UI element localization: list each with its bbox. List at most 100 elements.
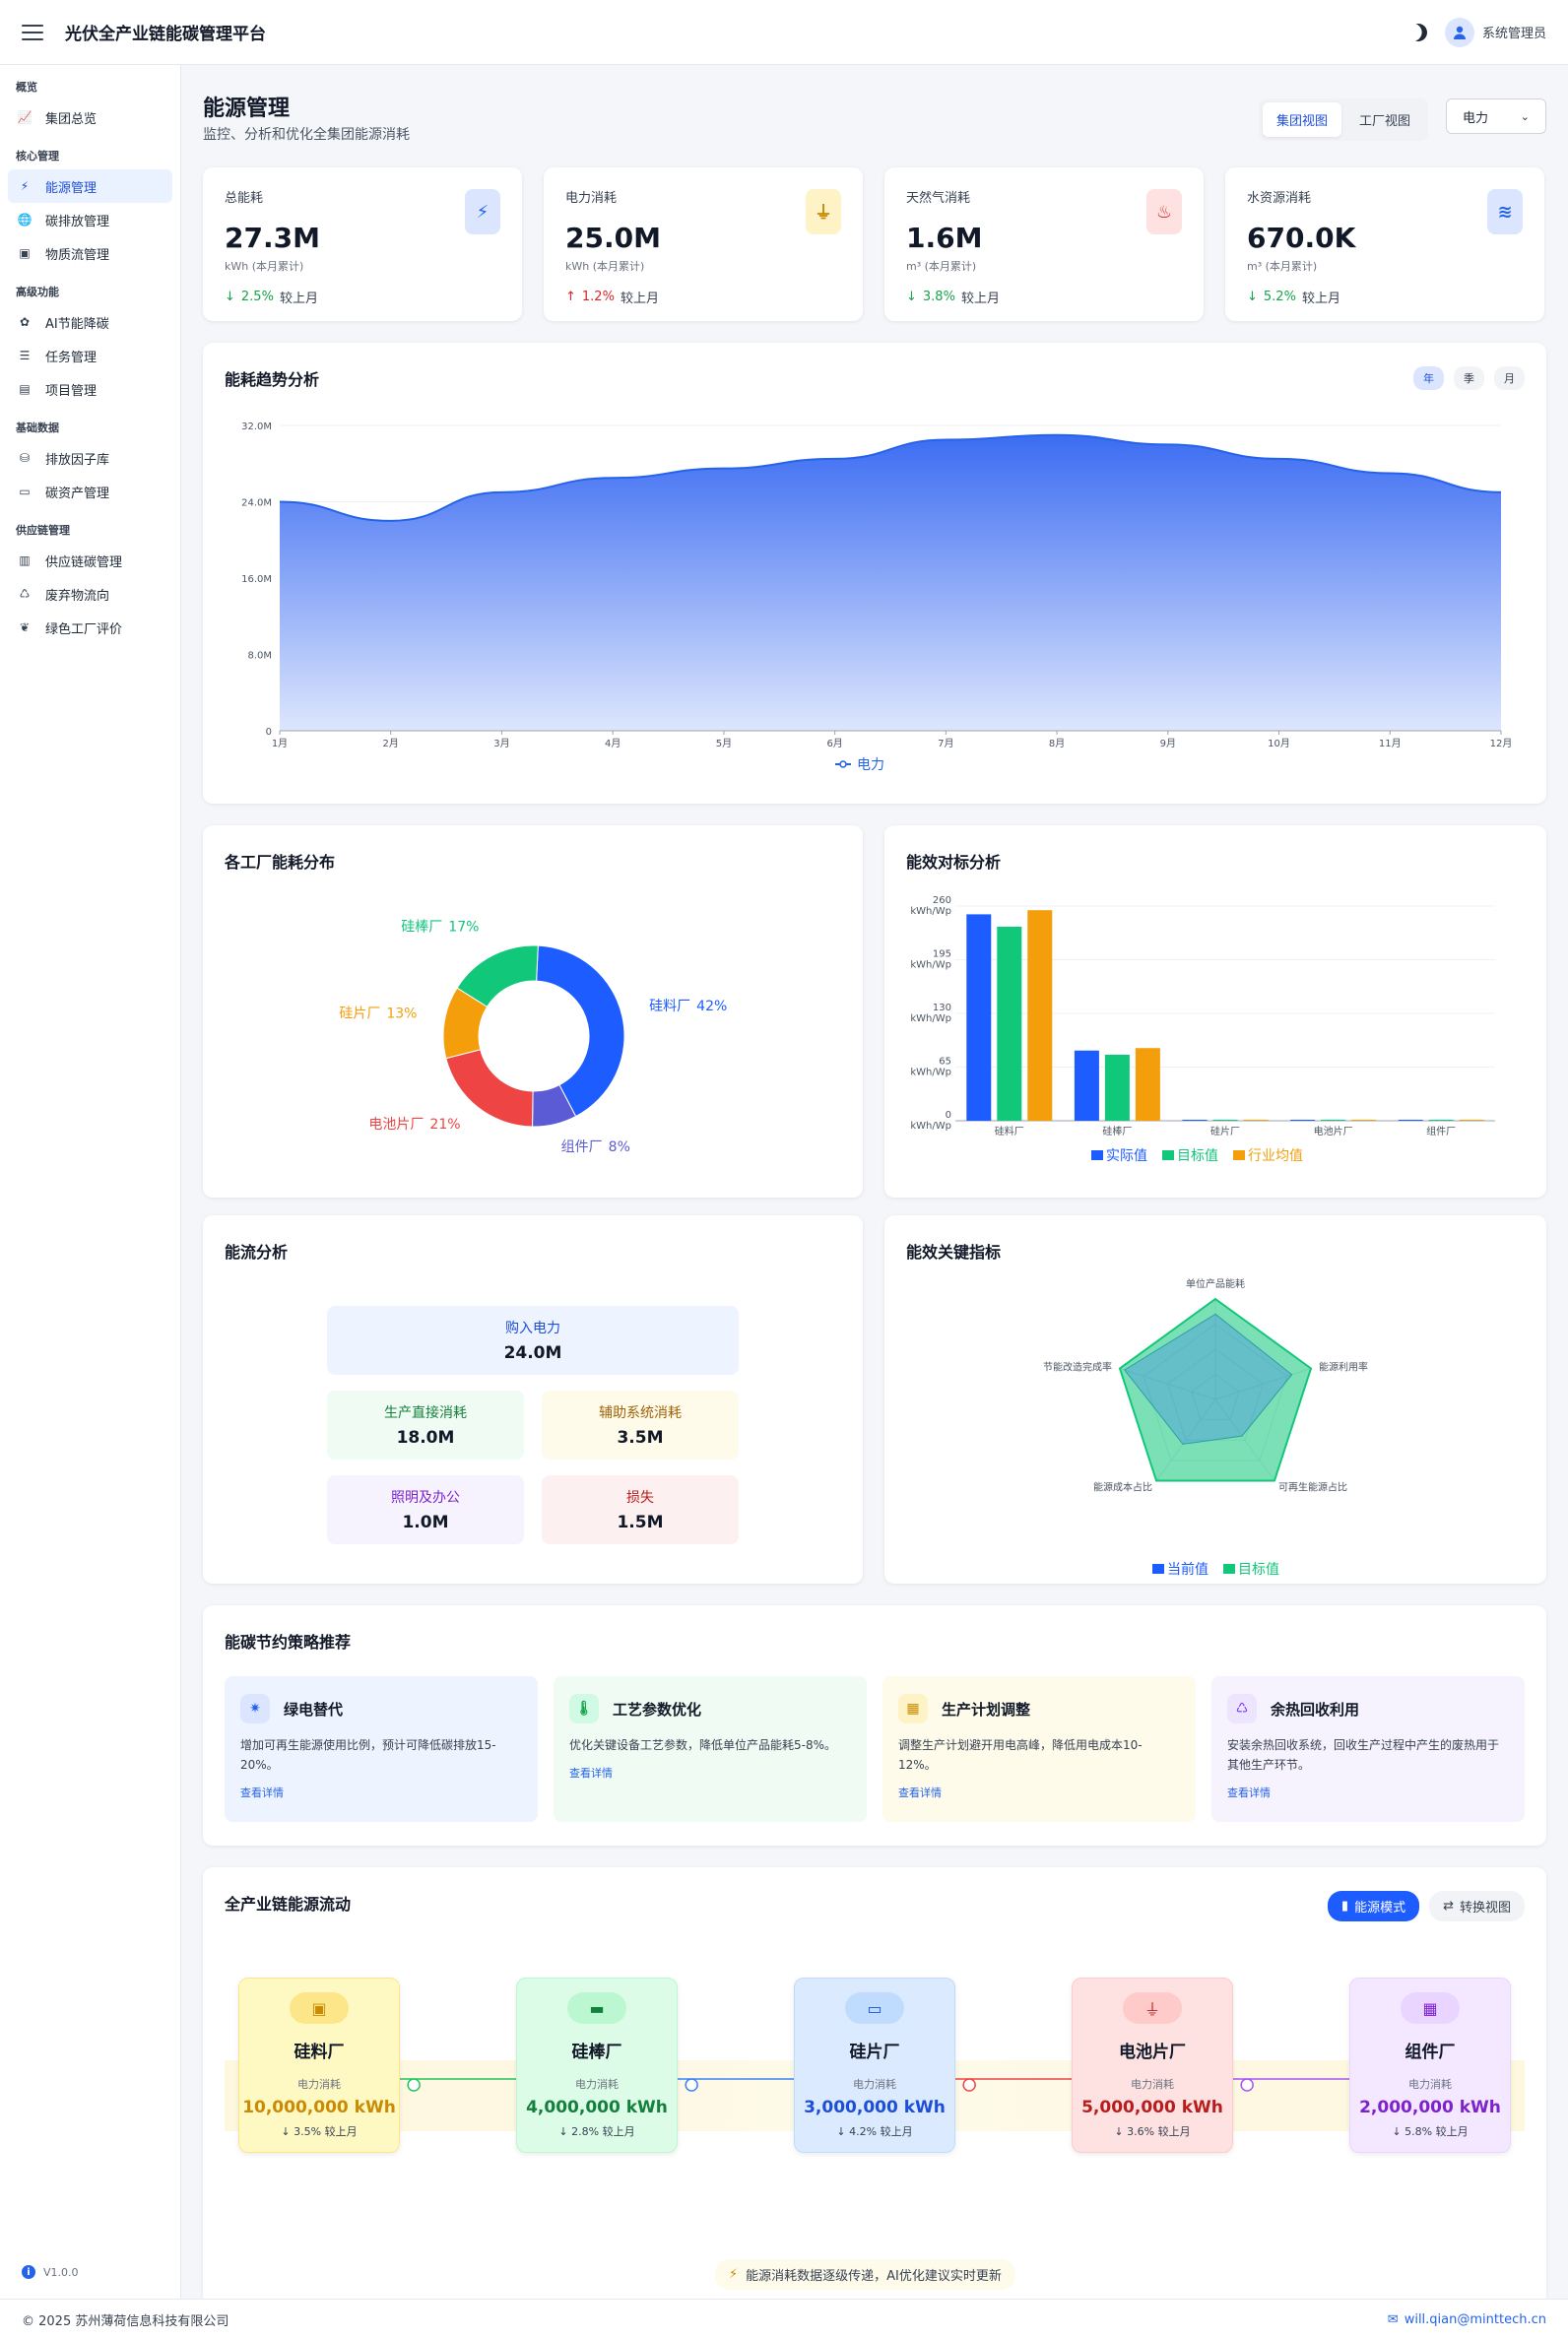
y-tick-unit: kWh/Wp [910,1068,951,1078]
strategy-desc: 调整生产计划避开用电高峰，降低用电成本10-12%。 [898,1738,1143,1772]
period-month-button[interactable]: 月 [1494,366,1525,390]
benchmark-chart: 0kWh/Wp65kWh/Wp130kWh/Wp195kWh/Wp260kWh/… [910,895,1495,1164]
sidebar-item[interactable]: ♺ 废弃物流向 [8,577,172,611]
factory-view-button[interactable]: 工厂视图 [1358,114,1410,129]
sidebar-item[interactable]: 📈 集团总览 [8,100,172,134]
node-label: 电力消耗 [1408,2078,1452,2091]
sidebar-group-label: 供应链管理 [16,524,70,537]
sidebar-item-label: AI节能降碳 [45,316,109,332]
strategy-link[interactable]: 查看详情 [898,1787,942,1799]
strategy-card-item[interactable]: ♺ 余热回收利用 安装余热回收系统，回收生产过程中产生的废热用于其他生产环节。 查… [1211,1676,1525,1822]
x-tick-label: 5月 [716,738,732,749]
chain-note: ⚡ 能源消耗数据逐级传递，AI优化建议实时更新 [715,2259,1015,2290]
pie-slice [456,944,539,1007]
sidebar-item[interactable]: 🌐 碳排放管理 [8,203,172,236]
strategy-link[interactable]: 查看详情 [1227,1787,1271,1799]
y-tick-label: 8.0M [247,651,272,662]
sidebar-item[interactable]: ⚡ 能源管理 [8,169,172,203]
globe-icon: 🌐 [17,213,33,227]
sidebar-group-label: 高级功能 [16,286,59,298]
chain-node[interactable]: ⏚ 电池片厂 电力消耗 5,000,000 kWh ↓ 3.6% 较上月 [1072,1978,1233,2153]
node-change: ↓ 3.6% 较上月 [1114,2125,1191,2138]
y-tick-label: 260 [933,895,951,906]
energy-type-select[interactable]: 电力 ⌄ [1446,98,1546,134]
switch-view-button[interactable]: ⇄ 转换视图 [1429,1891,1525,1921]
sidebar-item[interactable]: ❦ 绿色工厂评价 [8,611,172,644]
user-menu[interactable]: 系统管理员 [1444,17,1546,47]
sidebar-group-label: 基础数据 [16,422,59,434]
bar [997,926,1022,1121]
plug-icon: ⏚ [806,189,841,234]
strategy-link[interactable]: 查看详情 [240,1787,284,1799]
group-view-button[interactable]: 集团视图 [1262,102,1341,137]
file-icon: ▤ [19,382,31,396]
pie-label-value: 13% [386,1006,417,1021]
radar-title: 能效关键指标 [906,1243,1002,1262]
plug-icon: ⏚ [1123,1992,1182,2024]
period-year-button[interactable]: 年 [1413,366,1444,390]
strategy-title: 能碳节约策略推荐 [225,1633,352,1652]
strategy-desc: 增加可再生能源使用比例，预计可降低碳排放15-20%。 [240,1738,496,1772]
node-value: 2,000,000 kWh [1359,2098,1501,2117]
pie-label: 硅片厂 13% [339,1006,417,1021]
bolt-icon: ⚡ [20,179,30,193]
strategy-card-item[interactable]: ✷ 绿电替代 增加可再生能源使用比例，预计可降低碳排放15-20%。 查看详情 [225,1676,538,1822]
sidebar-group-label: 概览 [16,81,37,94]
info-icon: i [22,2265,35,2279]
strategy-title: 工艺参数优化 [613,1700,702,1719]
calendar-icon: ▦ [898,1694,928,1723]
legend-label: 实际值 [1106,1148,1147,1164]
y-tick-label: 195 [933,949,951,960]
x-tick-label: 1月 [272,738,288,749]
sidebar-item-label: 废弃物流向 [45,588,110,604]
legend-label: 目标值 [1177,1148,1218,1164]
flame-icon: ♨ [1146,189,1182,234]
bar [1459,1120,1484,1121]
flow-value: 1.5M [617,1513,664,1532]
flow-value: 18.0M [396,1428,455,1448]
chain-node[interactable]: ▦ 组件厂 电力消耗 2,000,000 kWh ↓ 5.8% 较上月 [1349,1978,1511,2153]
energy-mode-button[interactable]: ▮ 能源模式 [1327,1891,1420,1921]
top-bar: 光伏全产业链能碳管理平台 系统管理员 [0,0,1568,65]
bar [1398,1120,1423,1121]
recycle-icon: ♺ [1227,1694,1257,1723]
node-label: 电力消耗 [853,2078,896,2091]
strategy-link[interactable]: 查看详情 [569,1767,613,1780]
sidebar-item[interactable]: ▣ 物质流管理 [8,236,172,270]
bar [1351,1120,1377,1121]
sidebar-item[interactable]: ▥ 供应链碳管理 [8,544,172,577]
strategy-desc: 优化关键设备工艺参数，降低单位产品能耗5-8%。 [569,1738,837,1752]
period-quarter-button[interactable]: 季 [1454,366,1484,390]
pie-label-value: 21% [429,1117,460,1133]
swap-icon: ⇄ [1443,1899,1454,1914]
y-tick-label: 32.0M [241,422,272,432]
kpi-compare: 较上月 [960,292,1000,306]
sidebar-item[interactable]: ⛁ 排放因子库 [8,441,172,475]
y-tick-label: 130 [933,1003,951,1013]
chain-node[interactable]: ▭ 硅片厂 电力消耗 3,000,000 kWh ↓ 4.2% 较上月 [794,1978,955,2153]
kpi-compare: 较上月 [620,292,659,306]
pie-label-name: 硅棒厂 [401,920,442,936]
mail-icon: ✉ [1387,2311,1399,2327]
legend-swatch [1091,1150,1103,1160]
node-value: 10,000,000 kWh [242,2098,396,2117]
sidebar-item[interactable]: ☰ 任务管理 [8,339,172,372]
version-label: V1.0.0 [43,2265,79,2279]
bolt-icon: ⚡ [729,2267,739,2282]
sidebar-item[interactable]: ✿ AI节能降碳 [8,305,172,339]
dark-mode-icon[interactable] [1406,21,1429,43]
menu-icon[interactable] [22,24,43,40]
bar [966,914,992,1121]
water-icon: ≋ [1487,189,1523,234]
strategy-card-item[interactable]: 🌡 工艺参数优化 优化关键设备工艺参数，降低单位产品能耗5-8%。 查看详情 [554,1676,867,1822]
contact-email[interactable]: ✉ will.qian@minttech.cn [1388,2312,1546,2327]
chain-node[interactable]: ▣ 硅料厂 电力消耗 10,000,000 kWh ↓ 3.5% 较上月 [238,1978,400,2153]
sidebar-item[interactable]: ▤ 项目管理 [8,372,172,406]
sidebar-item[interactable]: ▭ 碳资产管理 [8,475,172,508]
strategy-card-item[interactable]: ▦ 生产计划调整 调整生产计划避开用电高峰，降低用电成本10-12%。 查看详情 [882,1676,1196,1822]
sidebar-item-label: 供应链碳管理 [45,554,123,570]
kpi-value: 27.3M [225,222,320,254]
chain-node[interactable]: ▬ 硅棒厂 电力消耗 4,000,000 kWh ↓ 2.8% 较上月 [516,1978,678,2153]
radar-current-area [1124,1313,1293,1445]
